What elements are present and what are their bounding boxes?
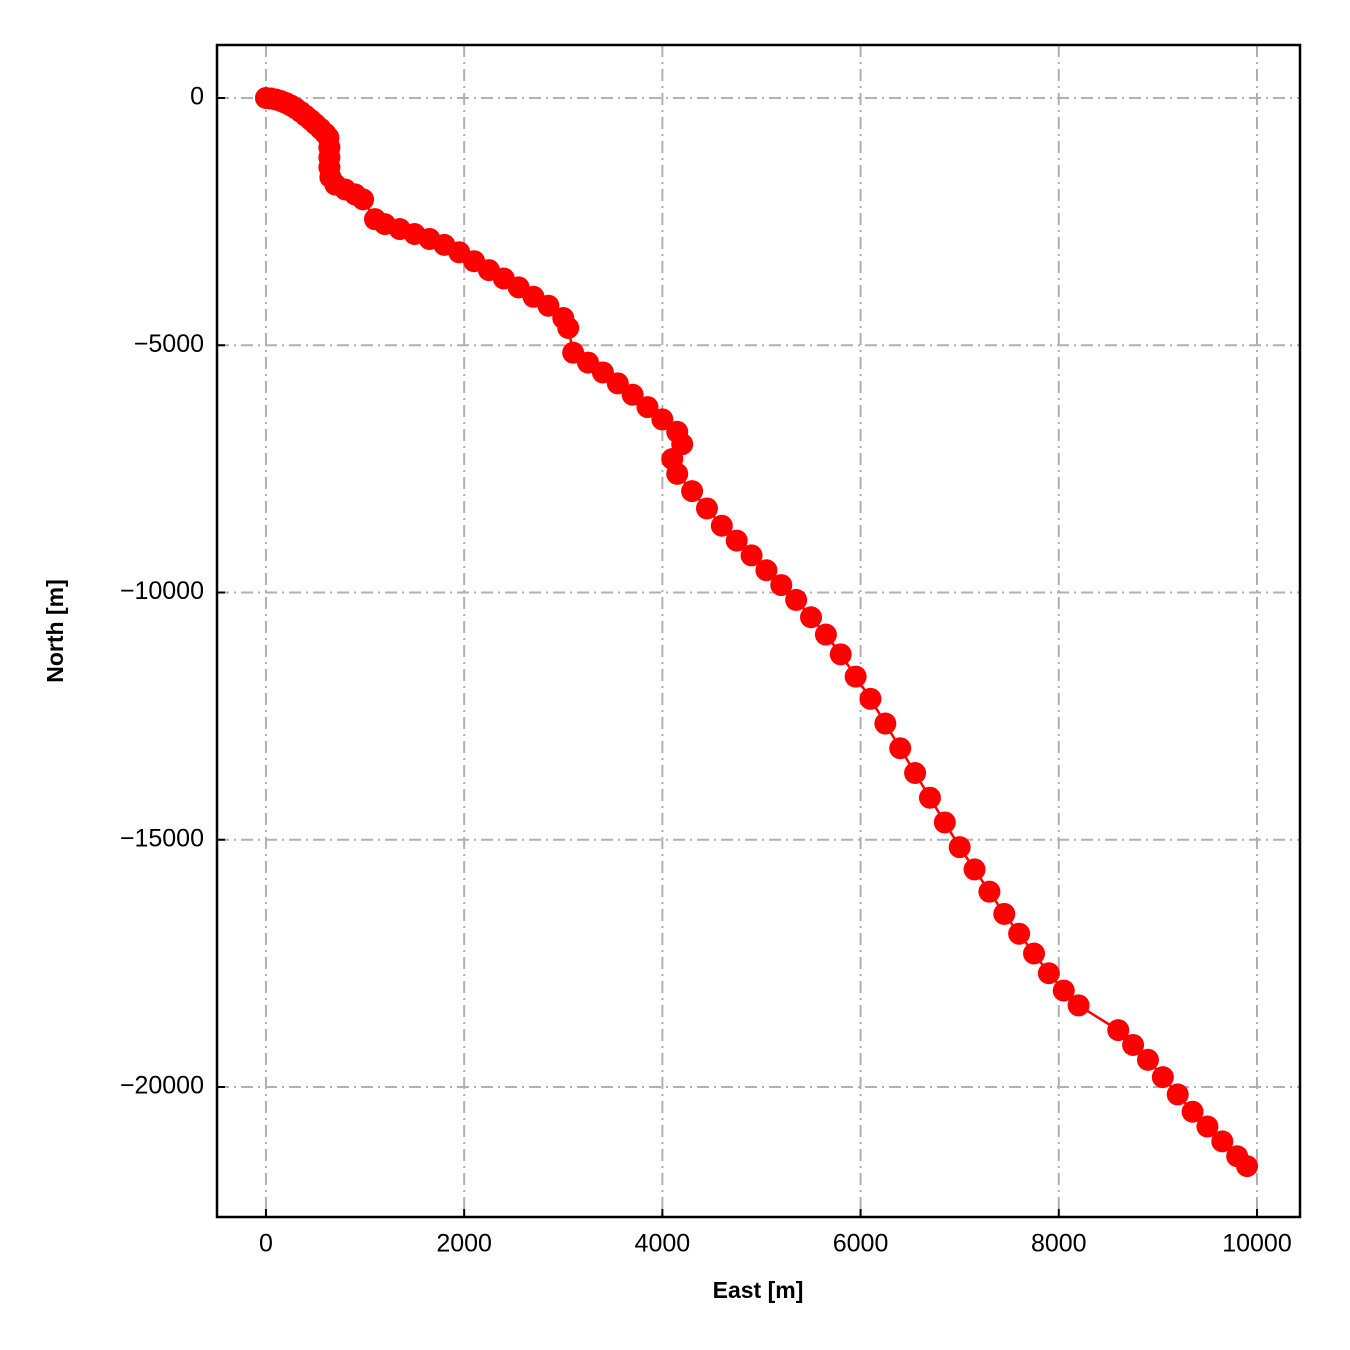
marker xyxy=(695,497,718,520)
marker xyxy=(889,737,912,760)
x-tick-label: 2000 xyxy=(436,1230,492,1258)
marker xyxy=(352,188,375,211)
marker xyxy=(800,606,823,629)
marker xyxy=(666,462,689,485)
marker xyxy=(829,643,852,666)
marker xyxy=(557,316,580,339)
marker xyxy=(725,529,748,552)
marker xyxy=(1236,1155,1259,1178)
marker xyxy=(978,880,1001,903)
marker xyxy=(933,811,956,834)
marker xyxy=(710,514,733,537)
x-tick-label: 0 xyxy=(259,1230,273,1258)
marker xyxy=(948,836,971,859)
marker xyxy=(1107,1019,1130,1042)
y-axis-label: North [m] xyxy=(42,579,68,682)
marker xyxy=(1052,979,1075,1002)
y-tick-label: −5000 xyxy=(134,330,204,358)
marker xyxy=(1037,962,1060,985)
marker xyxy=(785,588,808,611)
trajectory-line xyxy=(265,96,1248,1168)
marker xyxy=(606,372,629,395)
marker xyxy=(770,574,793,597)
marker xyxy=(1008,922,1031,945)
marker xyxy=(1023,942,1046,965)
marker xyxy=(1196,1115,1219,1138)
marker xyxy=(904,761,927,784)
marker xyxy=(636,396,659,419)
x-axis-label: East [m] xyxy=(713,1277,804,1303)
marker xyxy=(1136,1048,1159,1071)
marker xyxy=(537,294,560,317)
marker xyxy=(1181,1100,1204,1123)
marker xyxy=(844,665,867,688)
marker xyxy=(755,559,778,582)
marker xyxy=(1211,1130,1234,1153)
marker xyxy=(859,687,882,710)
marker xyxy=(918,786,941,809)
marker xyxy=(1166,1083,1189,1106)
marker xyxy=(814,623,837,646)
marker xyxy=(1151,1066,1174,1089)
marker xyxy=(740,544,763,567)
x-tick-label: 10000 xyxy=(1222,1230,1292,1258)
marker xyxy=(1067,994,1090,1017)
x-tick-label: 8000 xyxy=(1031,1230,1087,1258)
y-tick-label: −10000 xyxy=(120,577,204,605)
y-tick-label: −15000 xyxy=(120,824,204,852)
y-tick-label: 0 xyxy=(190,83,204,111)
marker xyxy=(963,858,986,881)
plot-frame xyxy=(215,43,1302,1219)
marker xyxy=(874,712,897,735)
marker xyxy=(621,383,644,406)
x-tick-label: 4000 xyxy=(635,1230,691,1258)
y-tick-label: −20000 xyxy=(120,1072,204,1100)
x-tick-label: 6000 xyxy=(833,1230,889,1258)
marker xyxy=(1122,1033,1145,1056)
marker xyxy=(681,480,704,503)
marker xyxy=(651,408,674,431)
marker xyxy=(993,902,1016,925)
